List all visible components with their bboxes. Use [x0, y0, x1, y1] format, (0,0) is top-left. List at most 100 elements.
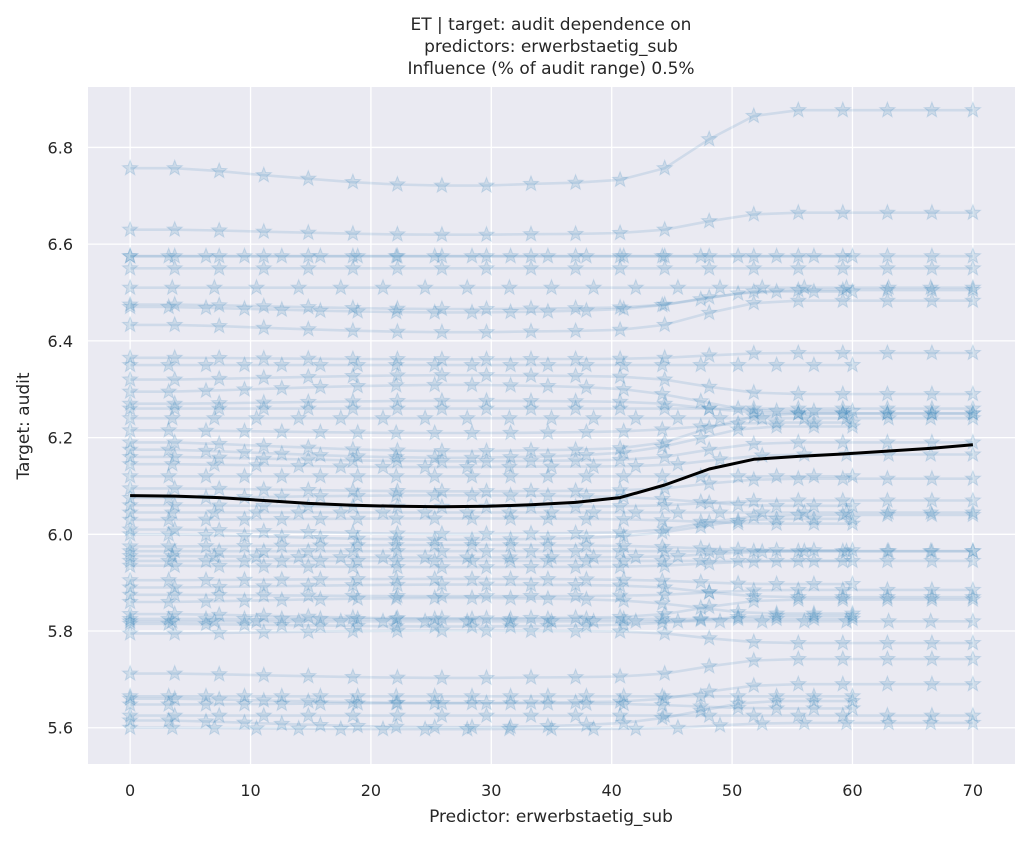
- ice-point: [922, 633, 941, 651]
- ice-point: [165, 246, 184, 264]
- ice-point: [235, 686, 254, 704]
- ice-point: [655, 399, 674, 417]
- ice-point: [388, 541, 407, 559]
- ice-point: [463, 569, 482, 587]
- ice-point: [289, 278, 308, 296]
- ice-point: [210, 585, 229, 603]
- ice-point: [387, 486, 406, 504]
- ice-point: [254, 449, 273, 467]
- ice-point: [477, 621, 496, 639]
- ice-point: [311, 715, 330, 733]
- ice-point: [522, 224, 540, 242]
- ice-point: [566, 523, 585, 541]
- ice-point: [458, 503, 477, 521]
- ice-point: [387, 609, 406, 627]
- ice-point: [501, 509, 520, 527]
- ice-point: [584, 547, 603, 565]
- ice-point: [425, 485, 444, 503]
- ice-point: [235, 380, 254, 398]
- ice-point: [121, 551, 140, 569]
- ice-point: [700, 211, 719, 229]
- ice-point: [626, 611, 645, 629]
- ice-point: [121, 556, 140, 574]
- ice-point: [922, 590, 941, 608]
- ice-point: [254, 496, 273, 514]
- ice-point: [477, 451, 496, 469]
- ice-point: [700, 246, 719, 264]
- ice-point: [522, 586, 540, 604]
- ice-point: [744, 506, 763, 525]
- ice-point: [348, 376, 367, 394]
- ice-point: [210, 434, 229, 452]
- ice-point: [165, 258, 184, 276]
- ice-point: [668, 546, 687, 564]
- ice-point: [804, 509, 823, 527]
- ice-point: [121, 524, 140, 542]
- ice-point: [655, 394, 674, 412]
- ice-point: [163, 454, 182, 472]
- ice-point: [121, 408, 140, 426]
- ice-point: [272, 615, 291, 633]
- ice-point: [700, 440, 719, 458]
- ice-point: [121, 592, 140, 610]
- ice-point: [577, 466, 596, 484]
- ice-point: [626, 408, 645, 426]
- ice-point: [837, 713, 856, 731]
- ice-point: [165, 158, 184, 176]
- ice-point: [343, 246, 362, 264]
- y-tick-label: 6.2: [48, 429, 73, 448]
- ice-point: [837, 278, 856, 296]
- ice-point: [833, 674, 852, 692]
- ice-point: [691, 417, 710, 435]
- ice-point: [388, 349, 407, 367]
- ice-point: [343, 541, 362, 559]
- ice-point: [235, 526, 254, 544]
- ice-point: [833, 403, 852, 422]
- ice-point: [159, 536, 178, 555]
- ice-point: [165, 689, 184, 707]
- ice-point: [311, 536, 330, 554]
- ice-point: [921, 445, 940, 463]
- ice-point: [566, 246, 585, 264]
- ice-point: [700, 474, 719, 492]
- ice-point: [767, 686, 786, 704]
- ice-point: [387, 423, 406, 441]
- ice-point: [331, 503, 350, 521]
- ice-point: [804, 574, 823, 592]
- ice-point: [458, 611, 477, 629]
- ice-point: [272, 590, 291, 608]
- ice-point: [254, 246, 273, 264]
- ice-point: [833, 587, 852, 605]
- ice-point: [566, 667, 585, 685]
- x-tick-label: 40: [602, 781, 622, 800]
- ice-point: [753, 611, 772, 629]
- ice-point: [566, 224, 585, 242]
- ice-point: [611, 223, 630, 241]
- ice-point: [416, 408, 435, 426]
- ice-point: [538, 509, 557, 527]
- ice-point: [614, 591, 633, 609]
- ice-point: [767, 246, 786, 264]
- ice-point: [922, 432, 941, 451]
- ice-point: [833, 246, 852, 264]
- ice-point: [538, 246, 557, 264]
- ice-point: [744, 580, 763, 599]
- ice-point: [121, 689, 140, 707]
- ice-point: [963, 100, 982, 118]
- ice-point: [963, 291, 982, 309]
- ice-point: [843, 698, 862, 717]
- ice-point: [197, 686, 215, 704]
- ice-point: [343, 391, 362, 410]
- ice-point: [522, 174, 540, 192]
- ice-point: [538, 447, 557, 464]
- ice-point: [963, 403, 982, 422]
- ice-point: [477, 586, 496, 604]
- ice-point: [804, 698, 823, 717]
- ice-point: [272, 466, 291, 484]
- ice-point: [388, 451, 407, 469]
- ice-point: [711, 544, 730, 562]
- ice-point: [159, 466, 178, 484]
- ice-point: [789, 384, 808, 402]
- ice-point: [299, 297, 318, 315]
- ice-point: [501, 423, 520, 441]
